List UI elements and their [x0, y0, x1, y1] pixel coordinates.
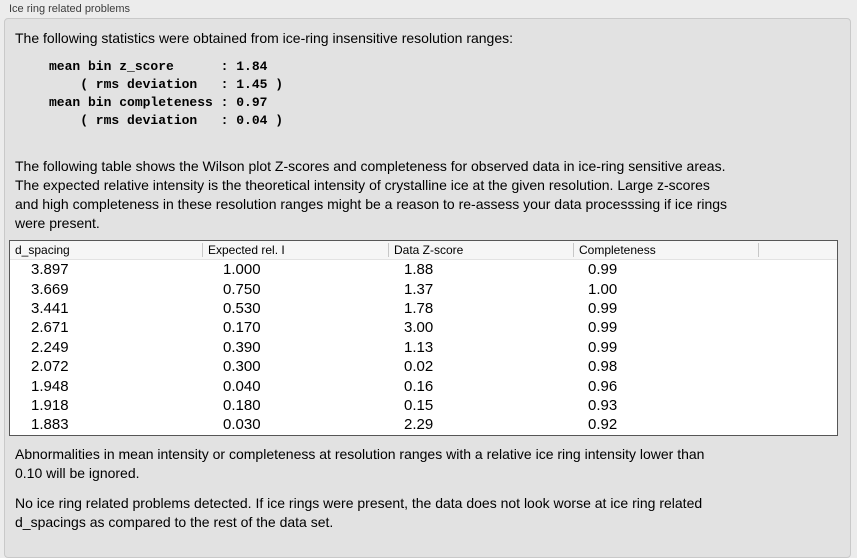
table-row[interactable]: 2.671 0.170 3.00 0.99	[10, 318, 837, 338]
table-cell: 0.170	[223, 319, 261, 337]
table-cell: 3.669	[31, 280, 69, 298]
table-cell: 0.030	[223, 416, 261, 434]
table-row[interactable]: 2.072 0.300 0.02 0.98	[10, 356, 837, 377]
table-header: d_spacing Expected rel. I Data Z-score Comp…	[10, 241, 837, 260]
table-cell: 0.02	[404, 358, 434, 376]
table-cell: 0.92	[588, 416, 618, 434]
ice-ring-table: d_spacing Expected rel. I Data Z-score Comp…	[9, 240, 838, 436]
table-cell: 3.00	[404, 319, 434, 337]
table-row[interactable]: 1.883 0.030 2.29 0.92	[10, 415, 837, 435]
column-header[interactable]: Data Z-score	[388, 243, 573, 257]
table-cell: 2.29	[404, 416, 434, 434]
ignore-note: Abnormalities in mean intensity or compl…	[15, 446, 705, 481]
groupbox-title: Ice ring related problems	[9, 3, 131, 15]
table-row[interactable]: 3.897 1.000 1.88 0.99	[10, 260, 837, 280]
column-header[interactable]: Expected rel. I	[202, 243, 388, 257]
table-cell: 1.78	[404, 299, 434, 317]
table-cell: 0.15	[404, 396, 434, 414]
table-cell: 0.93	[588, 396, 618, 414]
table-cell: 2.072	[31, 358, 69, 376]
table-cell: 1.948	[31, 377, 69, 395]
intro-text: The following statistics were obtained f…	[15, 30, 514, 46]
table-cell: 0.99	[588, 319, 618, 337]
table-cell: 1.13	[404, 338, 434, 356]
table-description: The following table shows the Wilson plo…	[15, 158, 728, 231]
ice-ring-groupbox: The following statistics were obtained f…	[4, 18, 851, 558]
column-header-spacer	[758, 243, 837, 257]
table-cell: 0.98	[588, 358, 618, 376]
table-cell: 0.99	[588, 299, 618, 317]
table-cell: 1.00	[588, 280, 618, 298]
table-cell: 0.16	[404, 377, 434, 395]
table-cell: 1.883	[31, 416, 69, 434]
table-cell: 0.530	[223, 299, 261, 317]
stats-block: mean bin z_score : 1.84 ( rms deviation …	[49, 59, 284, 128]
table-cell: 0.040	[223, 377, 261, 395]
table-cell: 0.300	[223, 358, 261, 376]
table-cell: 3.897	[31, 261, 69, 279]
table-row[interactable]: 3.441 0.530 1.78 0.99	[10, 298, 837, 319]
column-header[interactable]: Completeness	[573, 243, 758, 257]
table-cell: 1.88	[404, 261, 434, 279]
table-cell: 0.750	[223, 280, 261, 298]
conclusion-text: No ice ring related problems detected. I…	[15, 495, 703, 530]
table-body: 3.897 1.000 1.88 0.99 3.669 0.750 1.37 1.00 3.44…	[10, 260, 837, 435]
table-cell: 1.000	[223, 261, 261, 279]
table-cell: 0.99	[588, 338, 618, 356]
table-cell: 3.441	[31, 299, 69, 317]
table-cell: 0.96	[588, 377, 618, 395]
table-cell: 1.37	[404, 280, 434, 298]
table-cell: 1.918	[31, 396, 69, 414]
table-row[interactable]: 3.669 0.750 1.37 1.00	[10, 279, 837, 299]
table-cell: 2.249	[31, 338, 69, 356]
table-cell: 0.99	[588, 261, 618, 279]
table-cell: 2.671	[31, 319, 69, 337]
table-row[interactable]: 1.948 0.040 0.16 0.96	[10, 376, 837, 396]
table-cell: 0.390	[223, 338, 261, 356]
table-row[interactable]: 1.918 0.180 0.15 0.93	[10, 395, 837, 416]
table-cell: 0.180	[223, 396, 261, 414]
table-row[interactable]: 2.249 0.390 1.13 0.99	[10, 337, 837, 357]
column-header[interactable]: d_spacing	[15, 243, 70, 257]
